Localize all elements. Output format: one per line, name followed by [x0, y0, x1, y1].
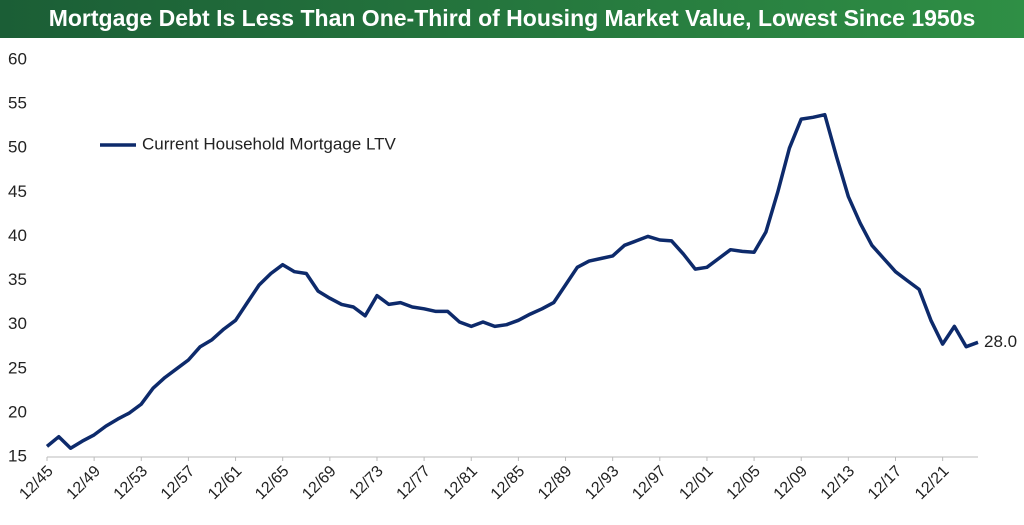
y-tick-label: 50	[8, 138, 27, 157]
x-tick-label: 12/93	[582, 463, 622, 503]
x-tick-label: 12/65	[252, 463, 292, 503]
y-tick-label: 15	[8, 446, 27, 465]
x-tick-label: 12/89	[535, 463, 575, 503]
line-series	[45, 112, 979, 450]
x-tick-label: 12/85	[488, 463, 528, 503]
y-tick-label: 25	[8, 358, 27, 377]
x-tick-label: 12/45	[16, 463, 56, 503]
y-tick-label: 55	[8, 94, 27, 113]
x-tick-label: 12/13	[818, 463, 858, 503]
x-tick-label: 12/17	[865, 463, 905, 503]
x-tick-label: 12/69	[299, 463, 339, 503]
x-tick-label: 12/01	[676, 463, 716, 503]
y-tick-label: 30	[8, 314, 27, 333]
x-tick-label: 12/49	[64, 463, 104, 503]
x-tick-label: 12/97	[629, 463, 669, 503]
title-bar	[0, 0, 1024, 38]
data-label: 28.0	[984, 332, 1017, 351]
x-tick-label: 12/09	[771, 463, 811, 503]
x-tick-label: 12/21	[912, 463, 952, 503]
y-tick-label: 40	[8, 226, 27, 245]
legend-label: Current Household Mortgage LTV	[142, 134, 397, 153]
x-tick-label: 12/77	[394, 463, 434, 503]
y-tick-label: 20	[8, 402, 27, 421]
x-tick-label: 12/05	[724, 463, 764, 503]
chart-title: Mortgage Debt Is Less Than One-Third of …	[49, 5, 976, 31]
x-tick-label: 12/61	[205, 463, 245, 503]
x-tick-label: 12/57	[158, 463, 198, 503]
y-tick-label: 60	[8, 49, 27, 68]
y-tick-label: 35	[8, 270, 27, 289]
y-tick-label: 45	[8, 182, 27, 201]
x-tick-label: 12/81	[441, 463, 481, 503]
x-tick-label: 12/73	[346, 463, 386, 503]
x-tick-label: 12/53	[111, 463, 151, 503]
